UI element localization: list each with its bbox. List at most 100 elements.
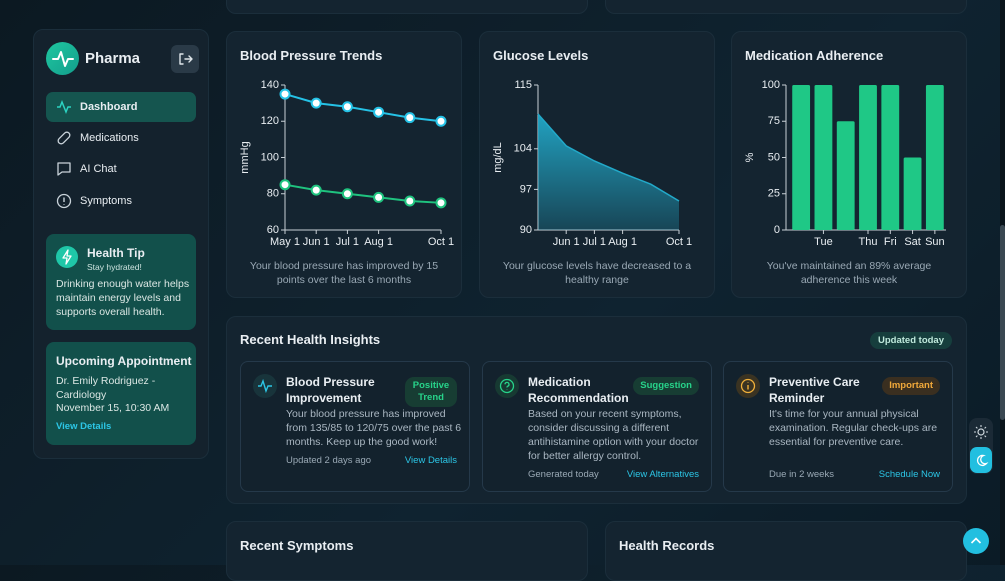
y-tick-label: 104 (514, 143, 532, 155)
x-tick-label: Fri (884, 236, 897, 248)
insight-title: Medication Recommendation (528, 375, 629, 405)
top-card (605, 0, 967, 14)
card-title: Recent Symptoms (240, 538, 354, 553)
x-tick-label: Oct 1 (428, 236, 454, 248)
tip-body: Drinking enough water helps maintain ene… (56, 278, 190, 318)
chart-title: Glucose Levels (493, 48, 589, 63)
y-axis-label: % (744, 152, 756, 162)
data-point (373, 106, 385, 118)
x-tick-label: May 1 (270, 236, 300, 248)
x-tick-label: Aug 1 (608, 236, 637, 248)
y-axis-label: mmHg (239, 141, 251, 173)
data-point (279, 88, 291, 100)
logout-button[interactable] (171, 45, 199, 73)
y-tick-label: 100 (762, 79, 780, 91)
y-tick-label: 140 (261, 79, 279, 91)
data-point (279, 179, 291, 191)
insight-card[interactable]: Preventive Care Reminder Important It's … (723, 361, 953, 492)
data-point (404, 195, 416, 207)
insight-meta: Generated today (528, 469, 599, 480)
data-point (404, 112, 416, 124)
chart-card: % 0 25 50 75 100 Tue Thu Fri Sat Sun Medication Ad… (731, 31, 967, 298)
insight-meta: Due in 2 weeks (769, 469, 834, 480)
y-tick-label: 0 (774, 224, 780, 236)
insights-badge: Updated today (870, 332, 952, 349)
insight-tag: Suggestion (633, 377, 699, 395)
data-point (341, 188, 353, 200)
appointment-doctor: Dr. Emily Rodriguez - Cardiology (56, 375, 156, 401)
y-tick-label: 120 (261, 115, 279, 127)
chart-card: mg/dL 90 97 104 115 Jun 1 Jul 1 Aug 1 Oct 1 Gluc… (479, 31, 715, 298)
x-tick-label: Tue (814, 236, 833, 248)
appointment: Upcoming Appointment Dr. Emily Rodriguez… (46, 342, 196, 445)
bar (792, 85, 811, 230)
nav-label: Medications (80, 132, 139, 144)
area-line (537, 113, 680, 202)
x-tick-label: Sun (925, 236, 945, 248)
insight-tag: Positive Trend (405, 377, 457, 407)
appointment-title: Upcoming Appointment (56, 354, 192, 368)
chart-title: Medication Adherence (745, 48, 884, 63)
insight-title: Blood Pressure Improvement (286, 375, 375, 405)
x-tick-label: Jun 1 (303, 236, 330, 248)
insight-link[interactable]: Schedule Now (878, 469, 940, 480)
y-tick-label: 97 (520, 183, 532, 195)
x-tick-label: Thu (859, 236, 878, 248)
bar (881, 85, 900, 230)
data-point (341, 101, 353, 113)
y-axis-label: mg/dL (492, 142, 504, 173)
chart-title: Blood Pressure Trends (240, 48, 383, 63)
dark-button[interactable] (970, 447, 992, 473)
insight-link[interactable]: View Alternatives (626, 469, 699, 480)
y-tick-label: 60 (267, 224, 279, 236)
x-tick-label: Jul 1 (336, 236, 359, 248)
chart-caption: You've maintained an 89% average adheren… (766, 260, 932, 286)
y-tick-label: 115 (514, 79, 532, 91)
x-tick-label: Oct 1 (666, 236, 692, 248)
tip-title: Health Tip (87, 246, 145, 260)
appointment-time: November 15, 10:30 AM (56, 402, 170, 414)
chart-card: mmHg 60 80 100 120 140 May 1 Jun 1 Jul 1 Aug 1 Oct… (226, 31, 462, 298)
scrollbar (1000, 0, 1005, 565)
chart: mmHg 60 80 100 120 140 May 1 Jun 1 Jul 1 Aug 1 Oct… (239, 79, 454, 248)
light-button[interactable] (969, 420, 993, 444)
data-point (435, 197, 447, 209)
insight-link[interactable]: View Details (404, 455, 457, 466)
x-tick-label: Aug 1 (364, 236, 393, 248)
nav-label: Symptoms (80, 195, 132, 207)
chart-caption: Your blood pressure has improved by 15 p… (249, 260, 439, 286)
logo (46, 42, 79, 75)
chart: mg/dL 90 97 104 115 Jun 1 Jul 1 Aug 1 Oct 1 (492, 79, 692, 248)
nav-item[interactable]: Medications (46, 123, 196, 153)
y-tick-label: 90 (520, 224, 532, 236)
insight-card[interactable]: Blood Pressure Improvement Positive Tren… (240, 361, 470, 492)
bar (903, 157, 922, 230)
insight-icon (736, 374, 760, 398)
insight-body: It's time for your annual physical exami… (769, 408, 938, 448)
data-point (435, 115, 447, 127)
x-tick-label: Jul 1 (583, 236, 606, 248)
tip-subtitle: Stay hydrated! (87, 262, 142, 272)
bar (814, 85, 833, 230)
data-point (310, 97, 322, 109)
insight-title: Preventive Care Reminder (769, 375, 860, 405)
insight-card[interactable]: Medication Recommendation Suggestion Bas… (482, 361, 712, 492)
data-point (373, 191, 385, 203)
nav-item[interactable]: Symptoms (46, 186, 196, 216)
scroll-top-button[interactable] (963, 528, 989, 554)
appointment-link[interactable]: View Details (56, 421, 112, 432)
brand: Pharma (85, 50, 141, 67)
health-tip: Health Tip Stay hydrated! Drinking enoug… (46, 234, 196, 330)
records-card: Health Records (605, 521, 967, 581)
insight-body: Based on your recent symptoms, consider … (528, 408, 699, 462)
nav-item[interactable]: AI Chat (46, 154, 196, 184)
scroll-thumb[interactable] (1000, 225, 1005, 420)
insight-meta: Updated 2 days ago (286, 455, 372, 466)
y-tick-label: 75 (768, 115, 780, 127)
area-fill (538, 114, 679, 230)
card-title: Health Records (619, 538, 715, 553)
theme-toggle (969, 418, 993, 474)
nav-item[interactable]: Dashboard (46, 92, 196, 122)
bar (836, 121, 855, 230)
chart: % 0 25 50 75 100 Tue Thu Fri Sat Sun (744, 79, 946, 248)
